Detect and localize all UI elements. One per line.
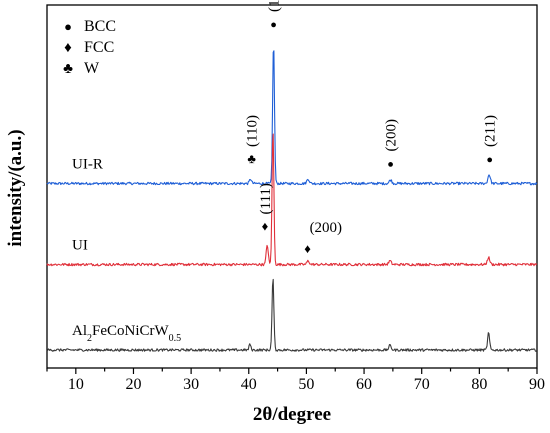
series-label: UI	[72, 238, 88, 254]
legend-label: BCC	[84, 18, 116, 35]
peak-marker: ●	[270, 19, 277, 31]
plot-frame	[46, 4, 538, 369]
peak-label: (111)	[258, 183, 274, 214]
x-tick-label: 90	[529, 376, 545, 393]
peak-marker: ●	[486, 154, 493, 166]
peak-marker: ♦	[262, 219, 269, 234]
x-tick-label: 70	[414, 376, 430, 393]
series-line-UI	[46, 133, 538, 267]
x-axis-label: 2θ/degree	[253, 404, 331, 425]
x-tick-label: 30	[183, 376, 199, 393]
series-line-UI-R	[46, 50, 538, 186]
peak-label: (200)	[310, 220, 343, 236]
peak-label: (110)	[267, 0, 283, 12]
legend-symbol: ♣	[63, 61, 73, 77]
series-line-Al2FeCoNiCrW0.5	[46, 278, 538, 352]
peak-label: (110)	[245, 115, 261, 147]
peak-marker: ♣	[247, 151, 256, 166]
legend-symbol: ♦	[64, 40, 72, 56]
x-tick-label: 10	[68, 376, 84, 393]
x-tick-label: 80	[471, 376, 487, 393]
legend-label: W	[84, 60, 100, 77]
series-label: UI-R	[72, 157, 103, 173]
series-label: Al2FeCoNiCrW0.5	[72, 323, 181, 344]
x-tick-label: 20	[125, 376, 141, 393]
x-tick-label: 50	[298, 376, 314, 393]
y-axis-label: intensity/(a.u.)	[5, 129, 26, 246]
peak-marker: ●	[387, 159, 394, 171]
peak-label: (200)	[384, 119, 400, 152]
x-tick-label: 40	[241, 376, 257, 393]
legend-label: FCC	[84, 39, 114, 56]
x-tick-label: 60	[356, 376, 372, 393]
peak-label: (211)	[483, 115, 499, 147]
legend-symbol: ●	[64, 19, 72, 34]
peak-marker: ♦	[304, 241, 311, 256]
